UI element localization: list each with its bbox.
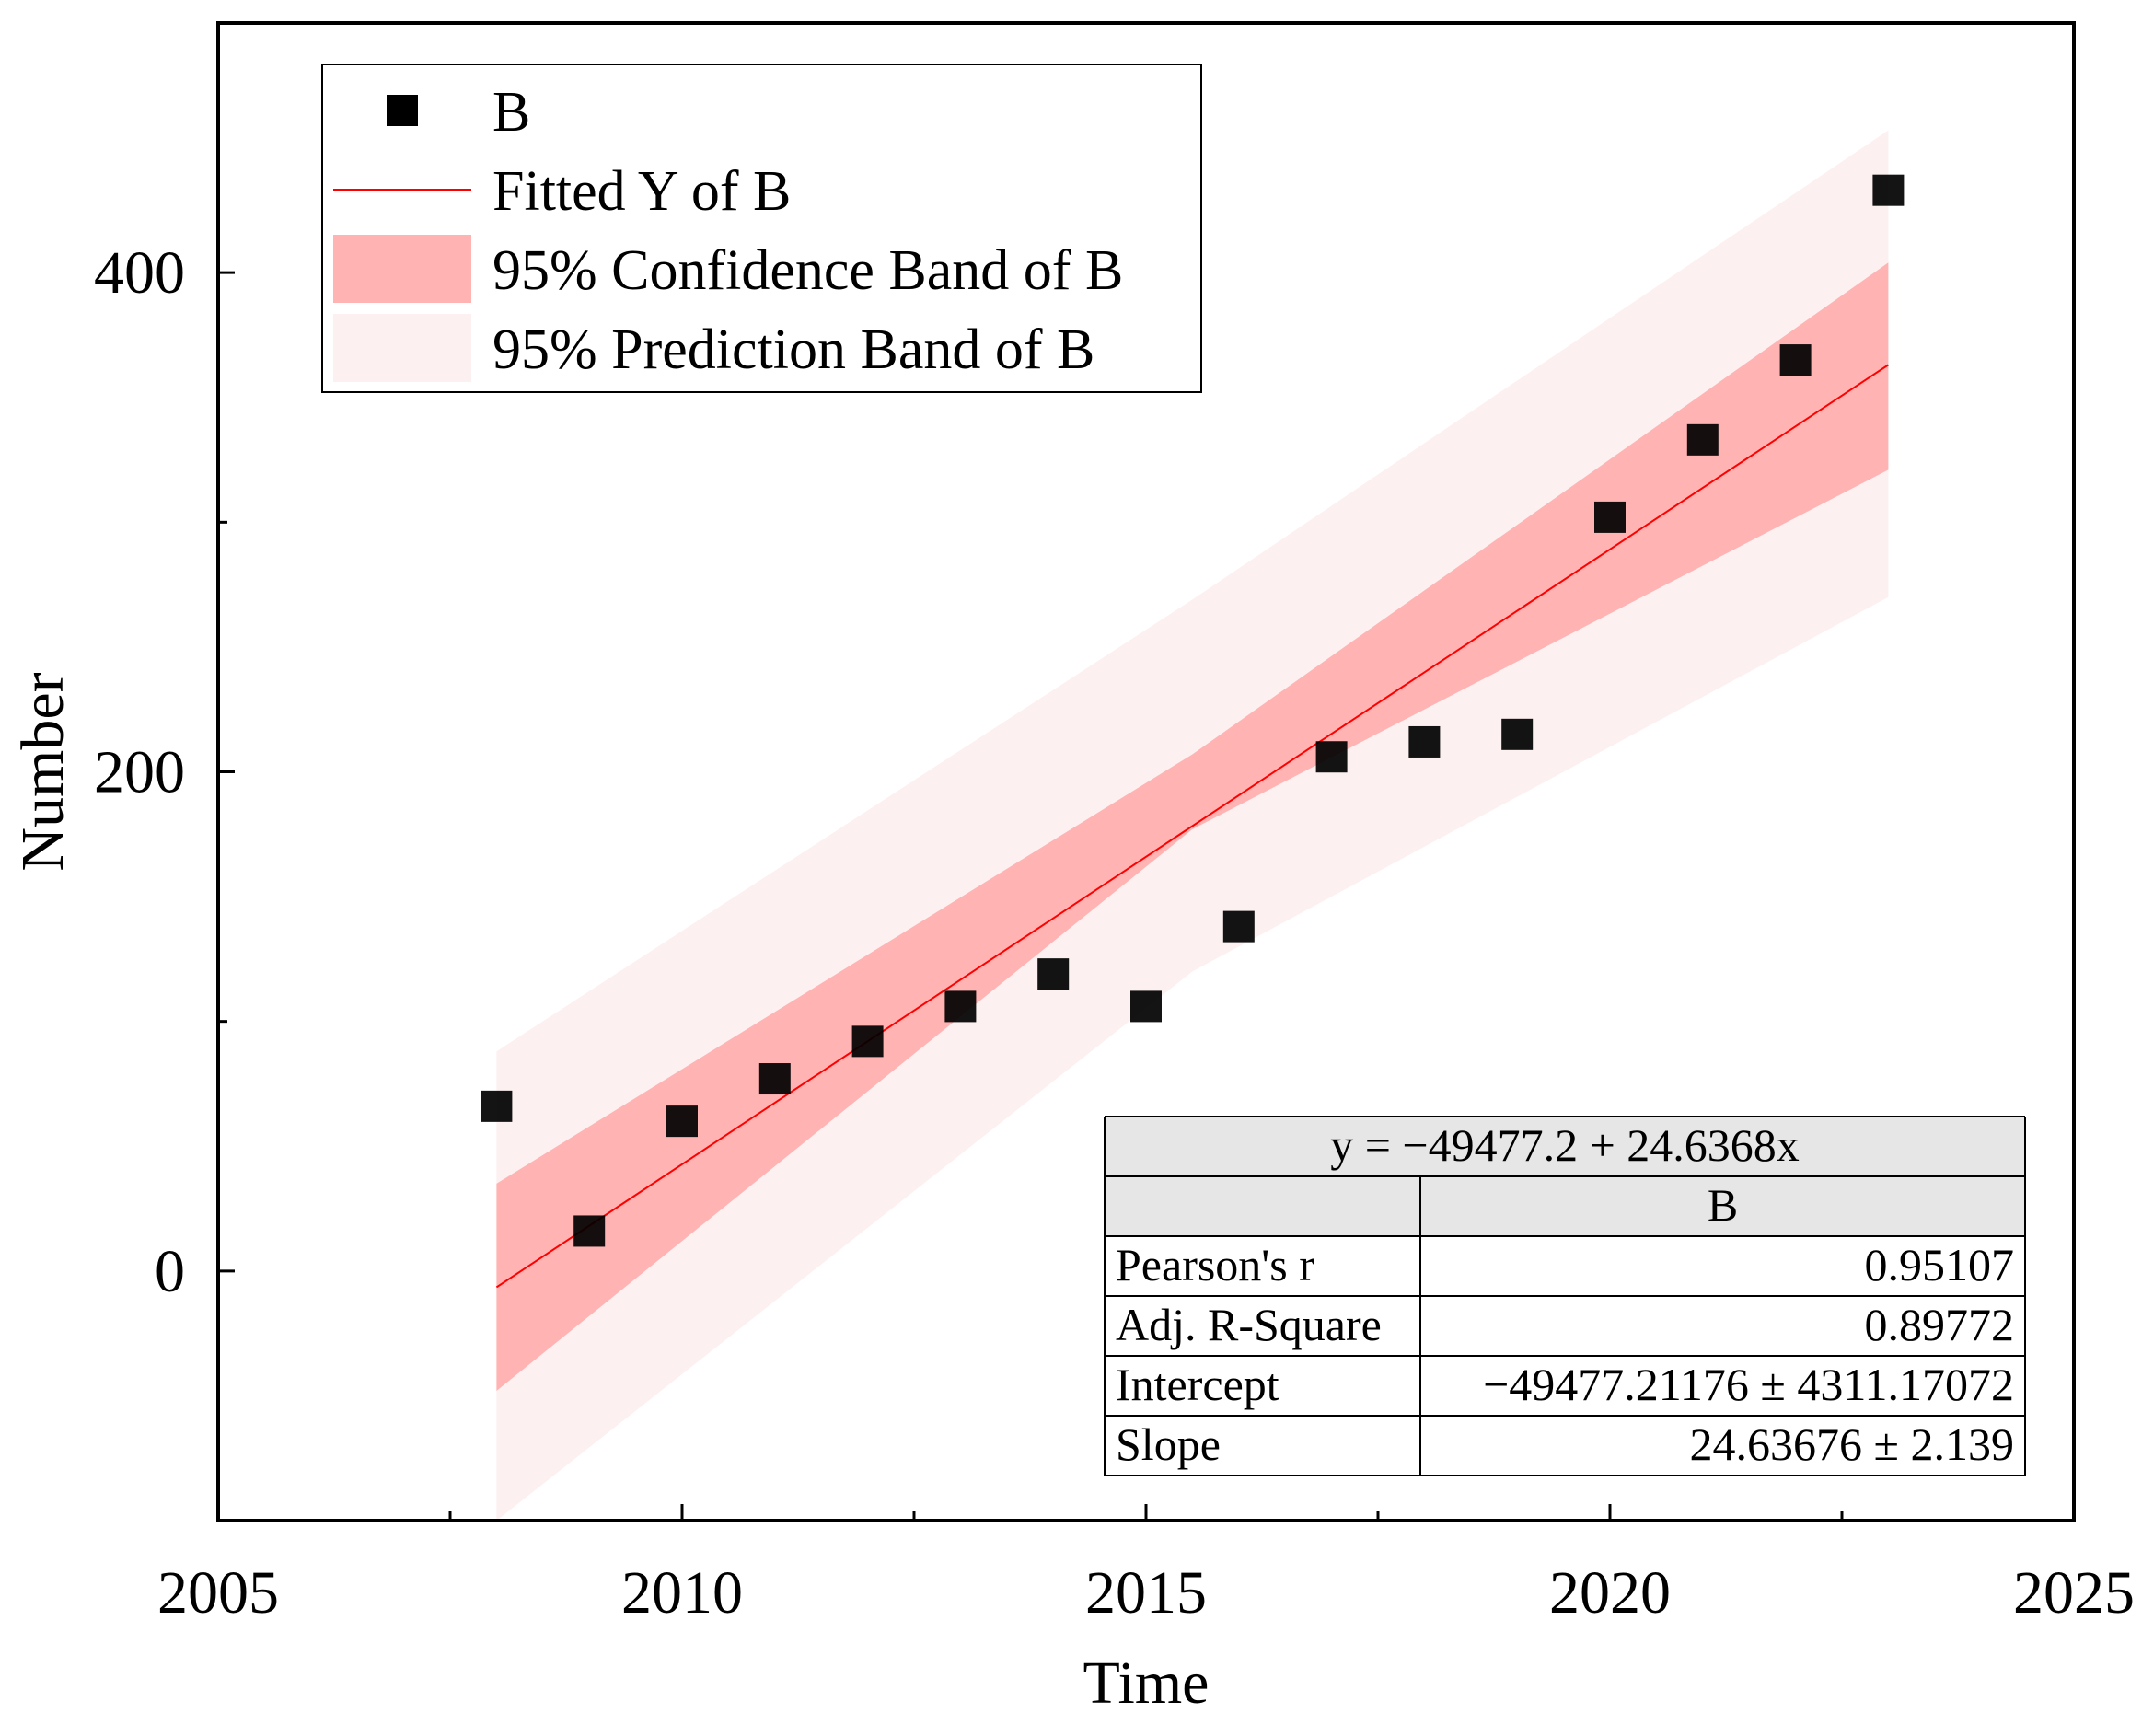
stats-row-value: 0.89772 bbox=[1865, 1299, 2015, 1350]
data-point bbox=[1222, 910, 1255, 943]
data-point bbox=[1315, 741, 1348, 773]
stats-row-value: −49477.21176 ± 4311.17072 bbox=[1483, 1359, 2014, 1410]
data-point bbox=[944, 990, 977, 1023]
fitted-line bbox=[495, 364, 1889, 1289]
x-tick-label: 2020 bbox=[1549, 1559, 1671, 1626]
x-tick-label: 2005 bbox=[157, 1559, 279, 1626]
legend-label: Fitted Y of B bbox=[492, 160, 791, 223]
x-tick-label: 2015 bbox=[1085, 1559, 1207, 1626]
data-point bbox=[1037, 958, 1070, 990]
stats-row-value: 24.63676 ± 2.139 bbox=[1690, 1418, 2014, 1470]
x-axis-title: Time bbox=[1083, 1649, 1210, 1717]
data-point bbox=[1779, 344, 1812, 376]
legend-label: 95% Prediction Band of B bbox=[492, 318, 1094, 381]
stats-row-label: Adj. R-Square bbox=[1116, 1299, 1382, 1350]
x-tick-label: 2010 bbox=[621, 1559, 743, 1626]
data-point bbox=[481, 1090, 513, 1122]
stats-row-label: Slope bbox=[1116, 1418, 1221, 1470]
legend-marker-band bbox=[333, 314, 471, 382]
data-point bbox=[851, 1025, 884, 1058]
stats-row-label: Intercept bbox=[1116, 1359, 1279, 1410]
data-point bbox=[1130, 990, 1162, 1023]
legend-label: B bbox=[492, 81, 530, 144]
data-point bbox=[1408, 725, 1441, 758]
stats-column-header: B bbox=[1708, 1179, 1738, 1231]
data-point bbox=[1501, 718, 1534, 750]
y-tick-label: 400 bbox=[94, 239, 185, 307]
regression-equation: y = −49477.2 + 24.6368x bbox=[1330, 1119, 1800, 1171]
stats-table: y = −49477.2 + 24.6368x B Pearson's r 0.951… bbox=[1104, 1116, 2026, 1476]
legend: B Fitted Y of B 95% Confidence Band of B 95… bbox=[321, 64, 1202, 393]
stats-row-label: Pearson's r bbox=[1116, 1239, 1314, 1290]
data-point bbox=[573, 1215, 606, 1247]
legend-marker-points bbox=[387, 95, 418, 126]
plot-area bbox=[481, 130, 1905, 1521]
stats-row-value: 0.95107 bbox=[1865, 1239, 2015, 1290]
y-tick-label: 0 bbox=[155, 1238, 185, 1305]
x-tick-label: 2025 bbox=[2013, 1559, 2135, 1626]
data-point bbox=[758, 1063, 791, 1095]
legend-label: 95% Confidence Band of B bbox=[492, 239, 1123, 302]
y-axis-title: Number bbox=[9, 672, 76, 871]
data-point bbox=[1594, 501, 1626, 533]
y-tick-label: 200 bbox=[94, 739, 185, 806]
data-point bbox=[666, 1105, 698, 1138]
legend-marker-band bbox=[333, 235, 471, 303]
data-point bbox=[1686, 423, 1719, 456]
data-point bbox=[1872, 174, 1905, 206]
